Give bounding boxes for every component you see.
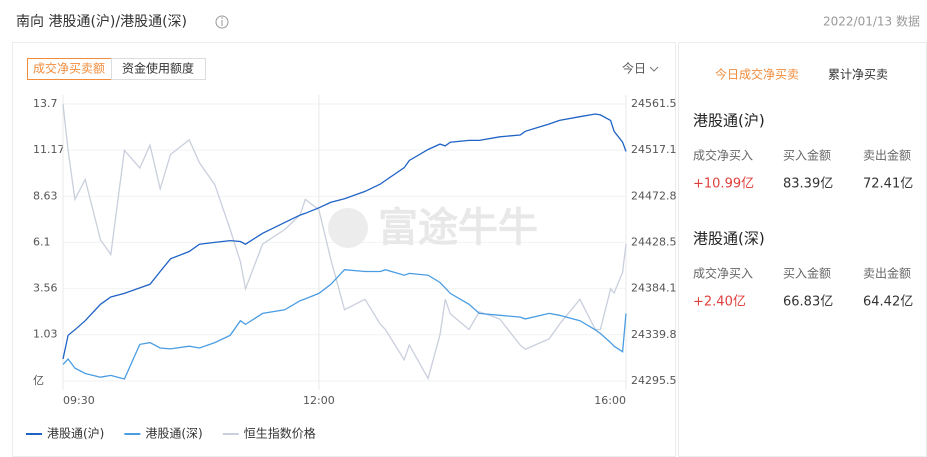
x-tick-label: 09:30 <box>63 394 95 407</box>
metric-label: 买入金额 <box>783 266 831 281</box>
y2-tick-label: 24561.5 <box>631 97 677 110</box>
tab[interactable] <box>111 58 206 80</box>
x-tick-label: 16:00 <box>594 394 626 407</box>
y2-tick-label: 24517.1 <box>631 143 677 156</box>
y-tick-label: 6.1 <box>33 235 51 248</box>
section-title: 港股通(沪) <box>693 112 765 130</box>
side-panel <box>678 42 927 457</box>
watermark: 富途牛牛 <box>378 205 538 251</box>
y-tick-label: 8.63 <box>33 189 58 202</box>
metric-value: +10.99亿 <box>693 177 754 192</box>
legend-label: 港股通(深) <box>145 427 202 441</box>
data-date: 2022/01/13 数据 <box>823 14 920 29</box>
side-tab-active[interactable]: 今日成交净买卖 <box>715 67 799 82</box>
dropdown-chevron <box>649 66 659 72</box>
y-tick-label: 13.7 <box>33 97 58 110</box>
metric-value: 66.83亿 <box>783 295 833 310</box>
series-line <box>62 269 627 380</box>
metric-value: 72.41亿 <box>863 177 913 192</box>
y2-tick-label: 24472.8 <box>631 189 677 202</box>
metric-label: 买入金额 <box>783 148 831 163</box>
chart: 亿 1.03 3.56 6.1 8.63 11.17 13.7 24295.5 24339.8 2… <box>26 95 677 441</box>
tab-label[interactable]: 资金使用额度 <box>122 61 194 76</box>
y-tick-label: 1.03 <box>33 328 58 341</box>
metric-label: 卖出金额 <box>863 266 911 281</box>
y-tick-label: 11.17 <box>33 143 65 156</box>
info-icon[interactable] <box>215 15 229 29</box>
metric-value: 64.42亿 <box>863 295 913 310</box>
x-tick-label: 12:00 <box>303 394 335 407</box>
metric-value: +2.40亿 <box>693 295 746 310</box>
watermark-logo <box>328 208 368 248</box>
y2-tick-label: 24428.5 <box>631 236 677 249</box>
metric-value: 83.39亿 <box>783 177 833 192</box>
metric-label: 卖出金额 <box>863 148 911 163</box>
y2-tick-label: 24295.5 <box>631 374 677 387</box>
y-tick-label: 3.56 <box>33 282 58 295</box>
series-line <box>62 113 627 360</box>
side-tab[interactable]: 累计净买卖 <box>828 68 888 82</box>
page-title: 南向 港股通(沪)/港股通(深) <box>16 14 187 30</box>
y2-tick-label: 24384.1 <box>631 282 677 295</box>
period-select[interactable]: 今日 <box>622 61 646 76</box>
metric-label: 成交净买入 <box>693 148 753 163</box>
chart-panel <box>12 42 676 457</box>
legend-label: 恒生指数价格 <box>244 426 316 441</box>
metric-label: 成交净买入 <box>693 266 753 281</box>
series-line <box>62 103 627 381</box>
tab-label[interactable]: 成交净买卖额 <box>33 61 105 76</box>
info-icon-dot <box>221 17 223 19</box>
section-title: 港股通(深) <box>693 230 765 248</box>
y2-tick-label: 24339.8 <box>631 328 677 341</box>
legend-label: 港股通(沪) <box>47 427 104 441</box>
side-sections: 港股通(沪)成交净买入 买入金额 卖出金额+10.99亿 83.39亿 72.41亿港股… <box>693 112 913 310</box>
y-tick-label: 亿 <box>33 374 44 387</box>
